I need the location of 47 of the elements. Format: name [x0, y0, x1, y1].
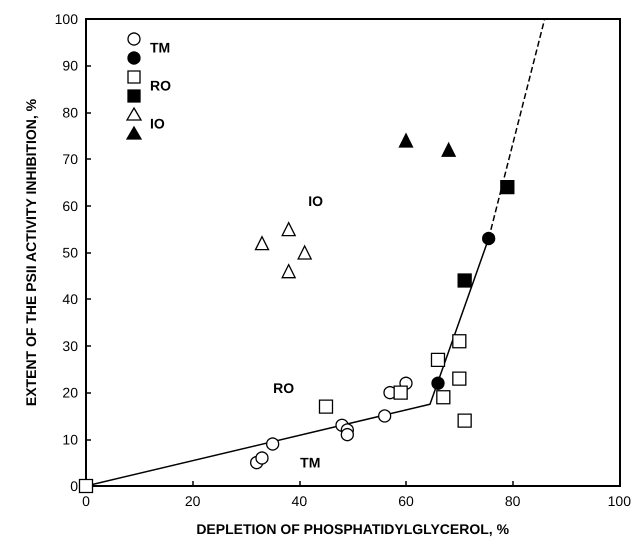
point	[442, 142, 456, 157]
y-tick-label: 30	[62, 338, 78, 354]
point	[394, 385, 408, 400]
y-axis-title: EXTENT OF THE PSII ACTIVITY INHIBITION, %	[23, 98, 39, 406]
annotation: RO	[273, 380, 294, 396]
point	[436, 390, 450, 404]
y-tick-label: 100	[54, 11, 78, 27]
point	[78, 478, 94, 494]
x-tick-label: 100	[608, 493, 632, 509]
point	[282, 222, 296, 236]
point	[298, 245, 312, 260]
y-tick-label: 80	[62, 104, 78, 120]
x-tick-label: 80	[504, 493, 521, 509]
point	[452, 334, 466, 348]
y-tick-label: 40	[62, 291, 78, 308]
point	[500, 180, 514, 194]
point	[398, 133, 414, 148]
y-tick-label: 20	[62, 384, 78, 401]
legend-label: IO	[150, 116, 165, 132]
point	[482, 232, 496, 246]
point	[340, 428, 354, 442]
y-tick-label: 0	[70, 478, 78, 494]
point	[318, 399, 334, 414]
point	[282, 264, 296, 278]
point	[266, 437, 280, 451]
y-tick-label: 50	[62, 244, 78, 260]
x-tick-label: 0	[82, 493, 90, 509]
annotation: IO	[308, 193, 324, 210]
x-tick-label: 20	[184, 493, 201, 509]
legend-label: RO	[150, 78, 172, 94]
point	[458, 273, 472, 288]
y-tick-label: 10	[62, 431, 78, 448]
annotation: TM	[300, 454, 320, 471]
point	[458, 413, 472, 428]
point	[378, 409, 392, 423]
x-tick-label: 40	[292, 493, 308, 509]
y-tick-label: 90	[62, 58, 78, 74]
x-axis-title: DEPLETION OF PHOSPHATIDYLGLYCEROL, %	[196, 521, 510, 537]
y-tick-label: 60	[62, 198, 78, 214]
x-tick-label: 60	[398, 493, 414, 509]
y-tick-label: 70	[62, 151, 78, 168]
point	[430, 352, 446, 368]
legend-label: TM	[150, 40, 170, 56]
point	[452, 371, 466, 386]
point	[254, 236, 270, 250]
point	[255, 451, 269, 465]
point	[431, 376, 445, 390]
